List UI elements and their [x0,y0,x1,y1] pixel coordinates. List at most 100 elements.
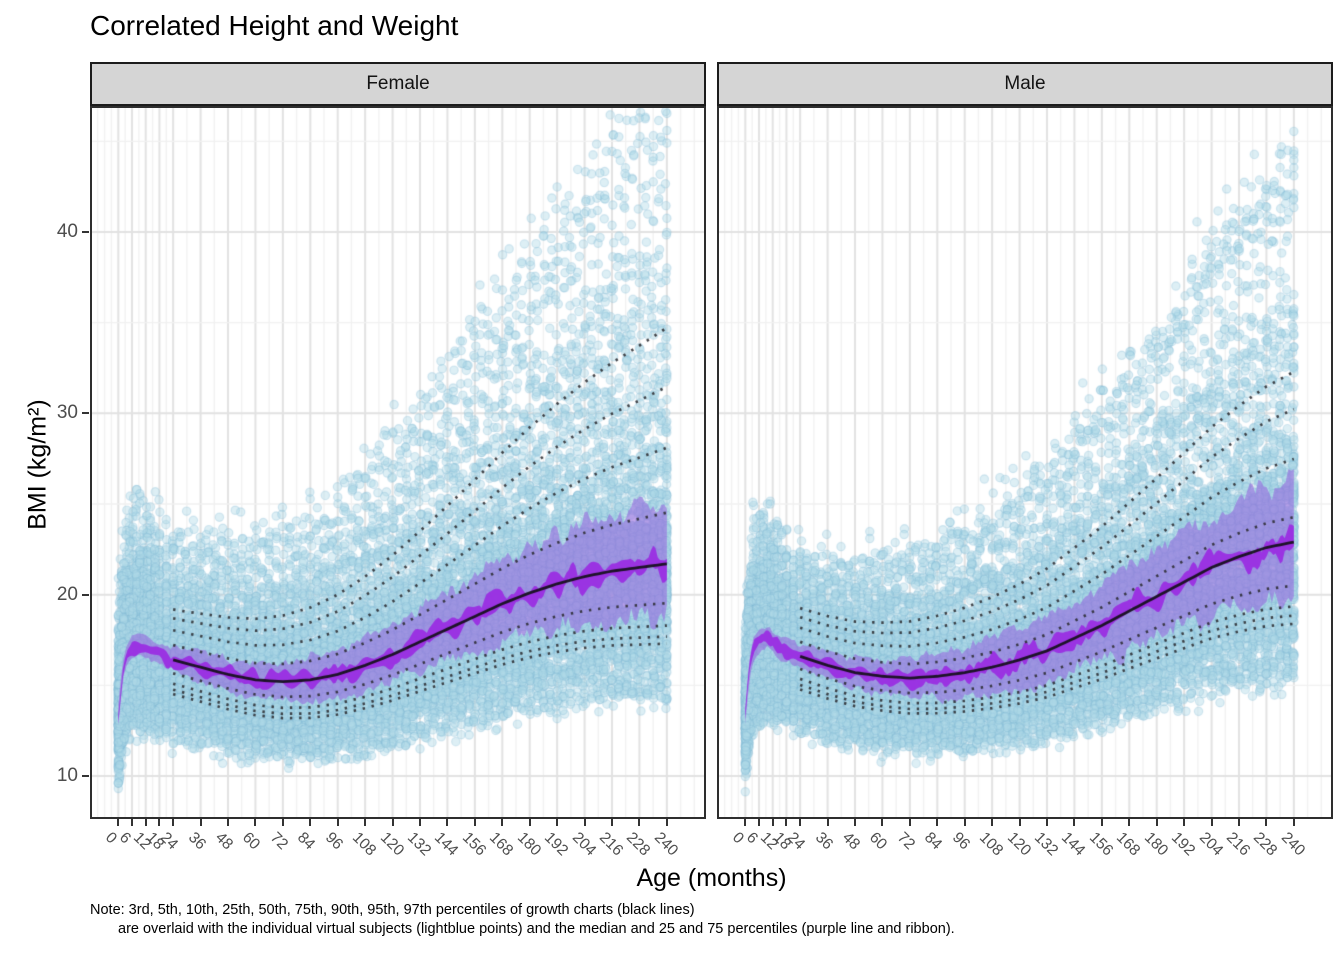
x-axis-title: Age (months) [636,864,787,892]
x-tick-mark [1155,819,1158,826]
x-tick-label: 84 [294,829,319,854]
x-tick-mark [144,819,147,826]
x-tick-label: 84 [921,829,946,854]
y-tick-mark [82,775,89,777]
x-tick-label: 192 [1168,829,1199,860]
y-tick-mark [82,412,89,415]
x-tick-mark [199,819,202,826]
y-tick-label: 20 [56,583,78,605]
facet-strip-female: Female [90,62,706,106]
facet-strip-male: Male [717,62,1333,106]
x-tick-label: 18 [143,829,168,854]
y-tick-label: 40 [56,221,78,242]
facet-strip-male-label: Male [1004,73,1046,94]
x-tick-mark [281,819,284,826]
x-tick-label: 0 [102,829,121,848]
x-tick-label: 144 [1058,829,1089,860]
x-tick-label: 240 [650,829,682,860]
x-tick-mark [254,819,257,826]
x-tick-label: 228 [623,829,654,860]
x-tick-label: 156 [458,829,490,860]
x-tick-label: 36 [184,829,209,854]
x-tick-label: 108 [976,829,1007,860]
x-tick-mark [638,819,641,826]
x-tick-mark [501,819,504,826]
x-tick-label: 228 [1250,829,1281,860]
x-tick-mark [1183,819,1186,826]
x-tick-label: 144 [431,829,462,860]
x-tick-mark [1018,819,1021,826]
footnote-line1: Note: 3rd, 5th, 10th, 25th, 50th, 75th, … [90,902,695,918]
x-tick-mark [1210,819,1213,826]
y-tick-label: 10 [56,765,78,786]
facet-strip-female-label: Female [366,73,430,94]
x-tick-mark [1265,819,1268,826]
x-tick-mark [556,819,559,826]
x-tick-mark [309,819,312,826]
x-tick-mark [758,819,760,826]
x-tick-mark [419,819,421,826]
y-tick-mark [82,593,89,596]
x-tick-mark [611,819,613,826]
x-tick-label: 156 [1085,829,1117,860]
x-tick-mark [1238,819,1240,826]
x-tick-label: 216 [1222,829,1254,860]
x-tick-mark [963,819,966,826]
footnote-line2: are overlaid with the individual virtual… [118,921,955,937]
x-tick-mark [854,819,856,826]
x-tick-label: 120 [1003,829,1034,860]
x-tick-mark [1046,819,1048,826]
x-tick-mark [1073,819,1076,826]
x-tick-label: 192 [541,829,572,860]
x-tick-mark [785,819,788,826]
female-panel-plot [90,106,706,819]
x-tick-label: 12 [756,829,781,854]
x-tick-label: 48 [211,829,237,854]
x-tick-mark [117,819,120,826]
x-tick-label: 72 [893,829,919,854]
x-tick-mark [826,819,829,826]
x-tick-label: 168 [1113,829,1144,860]
x-tick-label: 96 [948,829,973,854]
x-tick-mark [336,819,339,826]
x-tick-mark [936,819,939,826]
x-tick-mark [446,819,449,826]
x-tick-mark [391,819,394,826]
x-tick-label: 60 [866,829,891,854]
x-tick-mark [158,819,161,826]
x-tick-label: 120 [376,829,407,860]
x-tick-mark [1292,819,1295,826]
x-tick-mark [799,819,802,826]
x-tick-mark [908,819,911,826]
footnote: Note: 3rd, 5th, 10th, 25th, 50th, 75th, … [90,901,955,939]
x-tick-label: 6 [115,829,135,848]
x-tick-label: 204 [1195,829,1226,860]
x-tick-label: 48 [838,829,864,854]
x-tick-mark [528,819,531,826]
x-tick-mark [473,819,476,826]
x-tick-label: 132 [1030,829,1062,860]
x-tick-label: 72 [266,829,292,854]
x-tick-label: 108 [349,829,380,860]
x-tick-label: 96 [321,829,346,854]
x-tick-mark [172,819,175,826]
x-tick-label: 0 [729,829,748,848]
male-panel-plot [717,106,1333,819]
y-axis-title: BMI (kg/m²) [23,399,52,530]
x-tick-mark [1100,819,1103,826]
x-tick-mark [991,819,994,826]
x-tick-label: 180 [513,829,545,860]
x-tick-mark [1128,819,1131,826]
x-tick-mark [665,819,668,826]
x-tick-label: 18 [770,829,795,854]
x-tick-mark [771,819,774,826]
x-tick-label: 216 [595,829,627,860]
x-tick-label: 132 [403,829,435,860]
chart-title: Correlated Height and Weight [90,10,459,41]
x-tick-label: 24 [157,829,182,854]
x-tick-mark [131,819,133,826]
y-tick-mark [82,231,89,233]
x-tick-mark [744,819,747,826]
x-tick-label: 6 [742,829,762,848]
